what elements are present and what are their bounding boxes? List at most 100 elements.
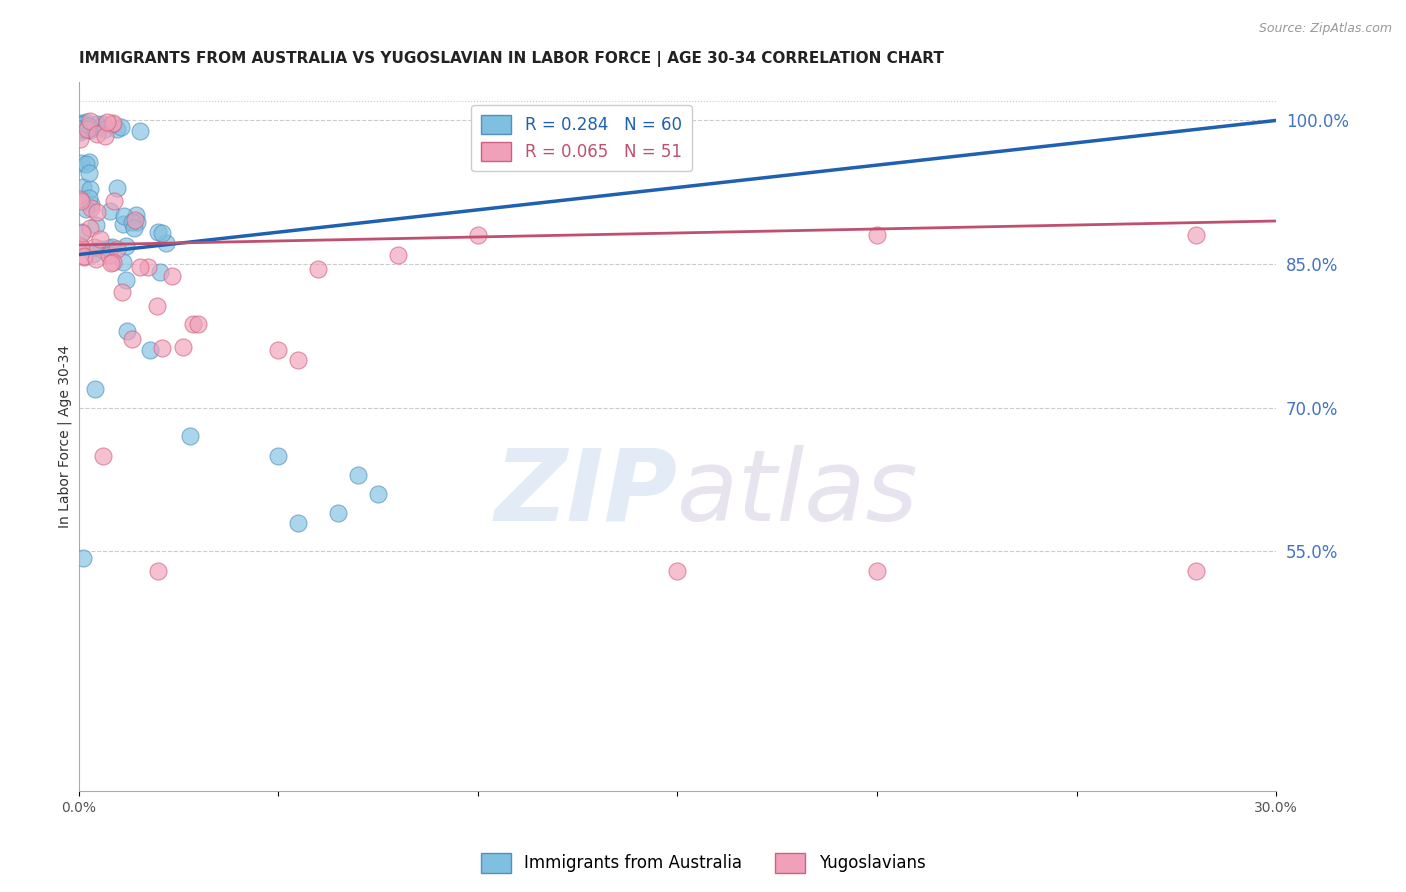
Point [72,225,94,239]
Point [307,261,329,276]
Point [121,215,143,229]
Point [73,250,96,264]
Point [75,202,97,217]
Point [76,122,98,136]
Point [150,226,173,240]
Point [79,121,101,136]
Point [80,197,103,211]
Point [82,247,104,261]
Point [73,249,96,263]
Point [83,240,105,254]
Point [146,225,169,239]
Point [67,121,90,136]
Point [115,273,138,287]
Point [1185,564,1208,578]
Point [98,241,121,255]
Point [86,204,108,219]
Point [139,343,162,358]
Point [124,208,146,222]
Point [69,132,91,146]
Point [91,117,114,131]
Point [101,240,124,254]
Point [86,128,108,142]
Point [79,114,101,128]
Point [187,317,209,331]
Point [128,260,150,274]
Point [67,238,90,252]
Point [173,340,195,354]
Point [160,269,183,284]
Point [77,166,100,180]
Point [75,115,97,129]
Text: IMMIGRANTS FROM AUSTRALIA VS YUGOSLAVIAN IN LABOR FORCE | AGE 30-34 CORRELATION : IMMIGRANTS FROM AUSTRALIA VS YUGOSLAVIAN… [79,51,943,67]
Point [100,256,122,270]
Point [101,117,124,131]
Point [367,487,389,501]
Point [287,516,309,530]
Point [127,215,149,229]
Point [90,243,112,257]
Point [72,227,94,241]
Point [79,220,101,235]
Point [79,122,101,136]
Point [84,218,107,232]
Point [72,179,94,194]
Point [77,119,100,133]
Point [121,332,143,346]
Point [155,236,177,251]
Point [114,209,136,223]
Point [148,564,170,578]
Point [80,121,103,136]
Point [112,217,135,231]
Point [110,120,132,135]
Point [93,129,115,144]
Point [111,255,134,269]
Point [93,121,115,136]
Point [387,247,409,261]
Point [101,116,124,130]
Point [124,212,146,227]
Point [105,181,128,195]
Legend: R = 0.284   N = 60, R = 0.065   N = 51: R = 0.284 N = 60, R = 0.065 N = 51 [471,104,692,171]
Point [145,299,167,313]
Text: atlas: atlas [678,445,920,541]
Text: ZIP: ZIP [495,445,678,541]
Point [326,506,349,520]
Legend: Immigrants from Australia, Yugoslavians: Immigrants from Australia, Yugoslavians [474,847,932,880]
Point [136,260,159,275]
Point [98,248,121,262]
Point [1185,228,1208,243]
Point [111,285,134,299]
Point [75,157,97,171]
Text: Source: ZipAtlas.com: Source: ZipAtlas.com [1258,22,1392,36]
Point [79,182,101,196]
Point [70,156,93,170]
Point [72,551,94,566]
Point [84,252,107,266]
Point [115,238,138,252]
Point [72,122,94,136]
Point [105,121,128,136]
Point [267,449,290,463]
Point [124,221,146,235]
Y-axis label: In Labor Force | Age 30-34: In Labor Force | Age 30-34 [58,345,72,528]
Point [866,228,889,243]
Point [666,113,689,128]
Point [69,192,91,206]
Point [152,341,174,355]
Point [98,204,121,219]
Point [76,123,98,137]
Point [86,118,108,132]
Point [149,265,172,279]
Point [91,449,114,463]
Point [89,120,111,134]
Point [77,191,100,205]
Point [181,318,204,332]
Point [96,115,118,129]
Point [107,242,129,256]
Point [73,117,96,131]
Point [83,382,105,396]
Point [347,467,370,482]
Point [70,240,93,254]
Point [103,194,125,209]
